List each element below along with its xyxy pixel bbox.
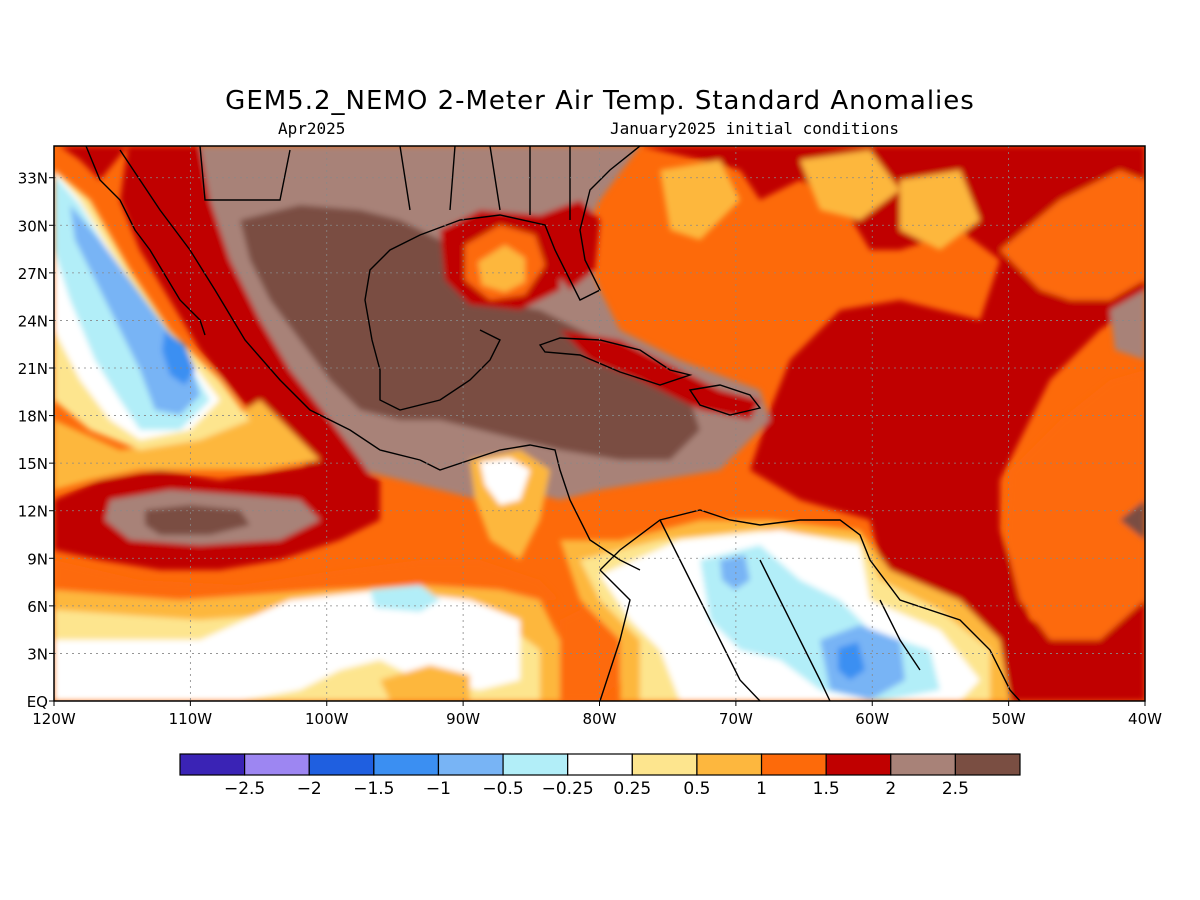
border-1 <box>659 519 761 701</box>
legend-swatch <box>825 753 892 776</box>
lon-tick-label: 120W <box>32 710 76 728</box>
lat-tick-label: 9N <box>27 550 48 568</box>
border-3 <box>879 599 921 671</box>
legend-label: 0.25 <box>613 779 651 799</box>
legend-label: −1 <box>426 779 451 799</box>
legend-swatch <box>502 753 569 776</box>
pacific-darkbrown-band <box>145 505 250 535</box>
lat-tick-label: 3N <box>27 645 48 663</box>
legend-label: −0.25 <box>542 779 594 799</box>
us-border <box>199 146 571 220</box>
lat-tick-label: 21N <box>18 360 48 378</box>
hispaniola-coast <box>688 384 762 416</box>
lon-tick-label: 60W <box>855 710 889 728</box>
legend-swatch <box>631 753 698 776</box>
atlantic-orange-east <box>1000 170 1145 300</box>
mexico-west-red-2 <box>60 146 128 180</box>
lon-tick-label: 70W <box>719 710 753 728</box>
forecast-month: Apr2025 <box>278 119 346 138</box>
central-am-white <box>480 458 530 505</box>
andes-border <box>599 569 631 701</box>
sa-north-coast <box>599 509 1021 701</box>
sa-lightblue <box>720 555 750 590</box>
lon-tick-label: 110W <box>169 710 213 728</box>
lat-tick-label: 12N <box>18 503 48 521</box>
lat-tick-label: 24N <box>18 312 48 330</box>
legend-swatch <box>890 753 956 776</box>
lon-tick-label: 80W <box>583 710 617 728</box>
florida-red <box>540 200 600 290</box>
pacific-yellow-north <box>54 400 320 490</box>
anomaly-field <box>54 146 1145 701</box>
atlantic-warm-core <box>640 146 1145 701</box>
color-legend: −2.5 −2 −1.5 −1 −0.5 −0.25 0.25 0.5 1 1.5 2 2.5 <box>179 753 1021 799</box>
equatorial-white <box>54 590 520 701</box>
lon-tick-label: 90W <box>446 710 480 728</box>
legend-label: −1.5 <box>353 779 394 799</box>
equatorial-cyan-blob <box>370 585 440 612</box>
initial-conditions: January2025 initial conditions <box>610 119 899 138</box>
atlantic-yellow-patch-3 <box>900 170 980 250</box>
gulf-coast <box>364 146 641 411</box>
legend-label: −2 <box>297 779 322 799</box>
lon-tick-label: 50W <box>992 710 1026 728</box>
legend-label: 2.5 <box>942 779 969 799</box>
atlantic-yellow-patch-2 <box>800 150 900 220</box>
legend-swatch <box>244 753 310 776</box>
lat-tick-label: 27N <box>18 265 48 283</box>
atlantic-dark-patch <box>1120 500 1145 540</box>
gulf-yellow-circle <box>478 245 525 292</box>
legend-label: 2 <box>885 779 896 799</box>
legend-swatch <box>954 753 1021 776</box>
legend-label: 1.5 <box>813 779 840 799</box>
lat-tick-label: 33N <box>18 170 48 188</box>
legend-swatch <box>760 753 827 776</box>
longitude-labels: 120W 110W 100W 90W 80W 70W 60W 50W 40W <box>32 701 1162 728</box>
legend-swatch <box>696 753 763 776</box>
lat-tick-label: 15N <box>18 455 48 473</box>
pacific-blue <box>162 330 195 385</box>
legend-label: 0.5 <box>683 779 710 799</box>
lat-tick-label: 6N <box>27 598 48 616</box>
lat-tick-label: 18N <box>18 408 48 426</box>
legend-swatch <box>308 753 375 776</box>
mexico-brown-core <box>240 205 700 460</box>
legend-label: 1 <box>756 779 767 799</box>
map-title: GEM5.2_NEMO 2-Meter Air Temp. Standard A… <box>225 86 975 116</box>
sa-blue <box>838 642 865 680</box>
caribbean-red-strip <box>560 330 760 420</box>
lat-tick-label: 30N <box>18 217 48 235</box>
baja-coast <box>85 146 206 336</box>
legend-swatch <box>179 753 246 776</box>
lon-tick-label: 40W <box>1128 710 1162 728</box>
legend-label: −0.5 <box>482 779 523 799</box>
atlantic-orange-south <box>1005 370 1145 640</box>
mexico-west-red <box>120 146 380 500</box>
legend-swatch <box>437 753 504 776</box>
lon-tick-label: 100W <box>305 710 349 728</box>
latitude-labels: EQ 3N 6N 9N 12N 15N 18N 21N 24N 27N 30N 33N <box>18 170 54 711</box>
graticule <box>54 146 1145 701</box>
legend-label: −2.5 <box>224 779 265 799</box>
cuba-coast <box>538 337 693 386</box>
coastlines <box>85 146 1021 701</box>
galapagos-yellow <box>380 665 470 701</box>
central-america-coast <box>419 444 641 571</box>
atlantic-yellow-patch <box>660 160 740 240</box>
mexico-pacific-coast <box>119 149 421 461</box>
lat-tick-label: EQ <box>27 693 48 711</box>
legend-swatch <box>567 753 633 776</box>
legend-swatch <box>373 753 440 776</box>
border-2 <box>759 559 831 701</box>
atlantic-brown-patch <box>1110 290 1145 360</box>
